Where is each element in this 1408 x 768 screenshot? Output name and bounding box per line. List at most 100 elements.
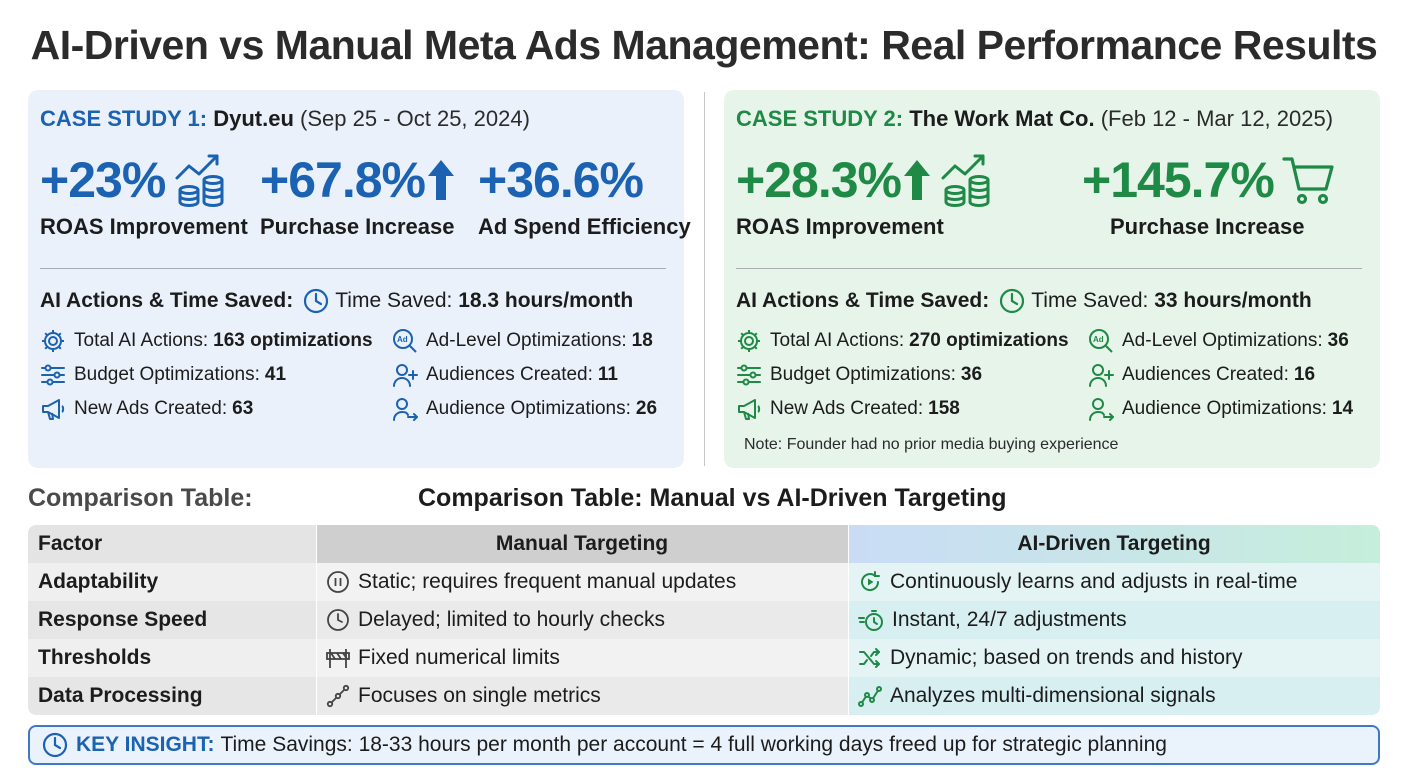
metric-caption: Purchase Increase bbox=[260, 214, 455, 239]
table-row: Response Speed Delayed; limited to hourl… bbox=[28, 601, 1380, 639]
clock-icon bbox=[1000, 288, 1025, 314]
action-label: Ad-Level Optimizations: bbox=[1122, 330, 1323, 351]
action-label: Total AI Actions: bbox=[74, 330, 209, 351]
ai-text: Dynamic; based on trends and history bbox=[890, 646, 1243, 669]
refresh-play-icon bbox=[861, 571, 880, 591]
metric-roas: +28.3% ROAS Improvement bbox=[736, 152, 997, 242]
action-value: 11 bbox=[597, 364, 618, 385]
case-study-name: Dyut.eu bbox=[213, 106, 294, 131]
manual-text: Static; requires frequent manual updates bbox=[358, 570, 737, 593]
up-arrow-icon bbox=[903, 160, 930, 200]
manual-cell: Focuses on single metrics bbox=[316, 677, 848, 715]
table-header-row: Factor Manual Targeting AI-Driven Target… bbox=[28, 525, 1380, 563]
action-value: 36 bbox=[1327, 330, 1349, 351]
manual-text: Delayed; limited to hourly checks bbox=[358, 608, 665, 631]
time-saved-value: 18.3 hours/month bbox=[458, 289, 634, 312]
actions-heading: AI Actions & Time Saved: Time Saved: 18.… bbox=[40, 286, 633, 316]
user-plus-icon bbox=[1089, 364, 1114, 387]
action-value: 158 bbox=[928, 398, 960, 419]
table-row: Thresholds Fixed numerical limits Dynami… bbox=[28, 639, 1380, 677]
svg-text:Ad: Ad bbox=[1093, 335, 1104, 344]
up-arrow-icon bbox=[427, 160, 454, 200]
manual-text: Fixed numerical limits bbox=[358, 646, 560, 669]
key-insight-banner: KEY INSIGHT: Time Savings: 18-33 hours p… bbox=[28, 725, 1380, 765]
manual-text: Focuses on single metrics bbox=[358, 684, 601, 707]
action-audience-opt: Audience Optimizations: 14 bbox=[1088, 396, 1353, 422]
user-arrow-icon bbox=[393, 398, 418, 421]
growth-coins-icon bbox=[941, 154, 990, 207]
action-label: Budget Optimizations: bbox=[74, 364, 260, 385]
action-budget: Budget Optimizations: 41 bbox=[40, 362, 286, 388]
action-new-ads: New Ads Created: 63 bbox=[40, 396, 253, 422]
clock-icon bbox=[327, 609, 349, 631]
metrics-row: +28.3% ROAS Improvement +145.7% Purchase… bbox=[736, 152, 1368, 252]
metric-value: +67.8% bbox=[260, 152, 426, 208]
action-value: 26 bbox=[635, 398, 658, 419]
gear-icon bbox=[42, 330, 64, 352]
table-row: Adaptability Static; requires frequent m… bbox=[28, 563, 1380, 601]
time-saved-label: Time Saved: bbox=[1031, 289, 1149, 312]
ai-cell: Continuously learns and adjusts in real-… bbox=[848, 563, 1380, 601]
action-label: Total AI Actions: bbox=[770, 330, 905, 351]
case-study-2-card: CASE STUDY 2: The Work Mat Co. (Feb 12 -… bbox=[724, 90, 1380, 468]
header-ai: AI-Driven Targeting bbox=[848, 525, 1380, 563]
manual-cell: Static; requires frequent manual updates bbox=[316, 563, 848, 601]
action-value: 14 bbox=[1331, 398, 1354, 419]
signal-graph-icon bbox=[858, 686, 882, 707]
case-study-2-heading: CASE STUDY 2: The Work Mat Co. (Feb 12 -… bbox=[736, 104, 1368, 134]
action-label: New Ads Created: bbox=[770, 398, 924, 419]
ai-cell: Instant, 24/7 adjustments bbox=[848, 601, 1380, 639]
action-value: 63 bbox=[232, 398, 254, 419]
svg-text:Ad: Ad bbox=[397, 335, 408, 344]
shuffle-icon bbox=[859, 648, 880, 668]
insight-text: Time Savings: 18-33 hours per month per … bbox=[220, 733, 1167, 756]
manual-cell: Delayed; limited to hourly checks bbox=[316, 601, 848, 639]
actions-label: AI Actions & Time Saved: bbox=[40, 289, 294, 312]
megaphone-icon bbox=[738, 399, 761, 420]
action-audience-opt: Audience Optimizations: 26 bbox=[392, 396, 657, 422]
metric-caption: ROAS Improvement bbox=[736, 214, 944, 239]
stopwatch-icon bbox=[858, 610, 883, 631]
table-row: Data Processing Focuses on single metric… bbox=[28, 677, 1380, 715]
growth-coins-icon bbox=[175, 154, 224, 207]
action-value: 36 bbox=[960, 364, 983, 385]
action-budget: Budget Optimizations: 36 bbox=[736, 362, 982, 388]
card-divider bbox=[704, 92, 705, 466]
ai-text: Analyzes multi-dimensional signals bbox=[890, 684, 1216, 707]
action-value: 270 optimizations bbox=[909, 330, 1069, 351]
actions-heading: AI Actions & Time Saved: Time Saved: 33 … bbox=[736, 286, 1312, 316]
case-study-1-card: CASE STUDY 1: Dyut.eu (Sep 25 - Oct 25, … bbox=[28, 90, 691, 468]
metric-ad-spend: +36.6% Ad Spend Efficiency bbox=[478, 152, 691, 242]
action-audiences-created: Audiences Created: 16 bbox=[1088, 362, 1315, 388]
manual-cell: Fixed numerical limits bbox=[316, 639, 848, 677]
ad-search-icon: Ad bbox=[393, 329, 417, 353]
action-audiences-created: Audiences Created: 11 bbox=[392, 362, 618, 388]
ai-text: Instant, 24/7 adjustments bbox=[892, 608, 1127, 631]
ai-text: Continuously learns and adjusts in real-… bbox=[890, 570, 1298, 593]
action-value: 163 optimizations bbox=[213, 330, 373, 351]
action-label: Audiences Created: bbox=[426, 364, 593, 385]
divider bbox=[736, 268, 1362, 269]
action-label: Budget Optimizations: bbox=[770, 364, 956, 385]
action-label: Ad-Level Optimizations: bbox=[426, 330, 627, 351]
comparison-table: Factor Manual Targeting AI-Driven Target… bbox=[28, 525, 1380, 715]
megaphone-icon bbox=[42, 399, 65, 420]
factor-cell: Adaptability bbox=[28, 563, 316, 601]
actions-label: AI Actions & Time Saved: bbox=[736, 289, 990, 312]
user-plus-icon bbox=[393, 364, 418, 387]
metric-value: +23% bbox=[40, 152, 166, 208]
metric-purchase: +67.8% Purchase Increase bbox=[260, 152, 455, 242]
sliders-icon bbox=[41, 364, 65, 386]
comparison-title: Comparison Table: Manual vs AI-Driven Ta… bbox=[418, 484, 1007, 512]
header-manual: Manual Targeting bbox=[316, 525, 848, 563]
case-study-label: CASE STUDY 1: bbox=[40, 106, 208, 131]
action-total: Total AI Actions: 270 optimizations bbox=[736, 328, 1069, 354]
action-new-ads: New Ads Created: 158 bbox=[736, 396, 960, 422]
metric-caption: Ad Spend Efficiency bbox=[478, 214, 691, 239]
action-label: New Ads Created: bbox=[74, 398, 228, 419]
action-value: 41 bbox=[264, 364, 287, 385]
header-factor: Factor bbox=[28, 525, 316, 563]
case-study-name: The Work Mat Co. bbox=[909, 106, 1095, 131]
action-value: 16 bbox=[1293, 364, 1316, 385]
metric-purchase: +145.7% Purchase Increase bbox=[1082, 152, 1336, 242]
